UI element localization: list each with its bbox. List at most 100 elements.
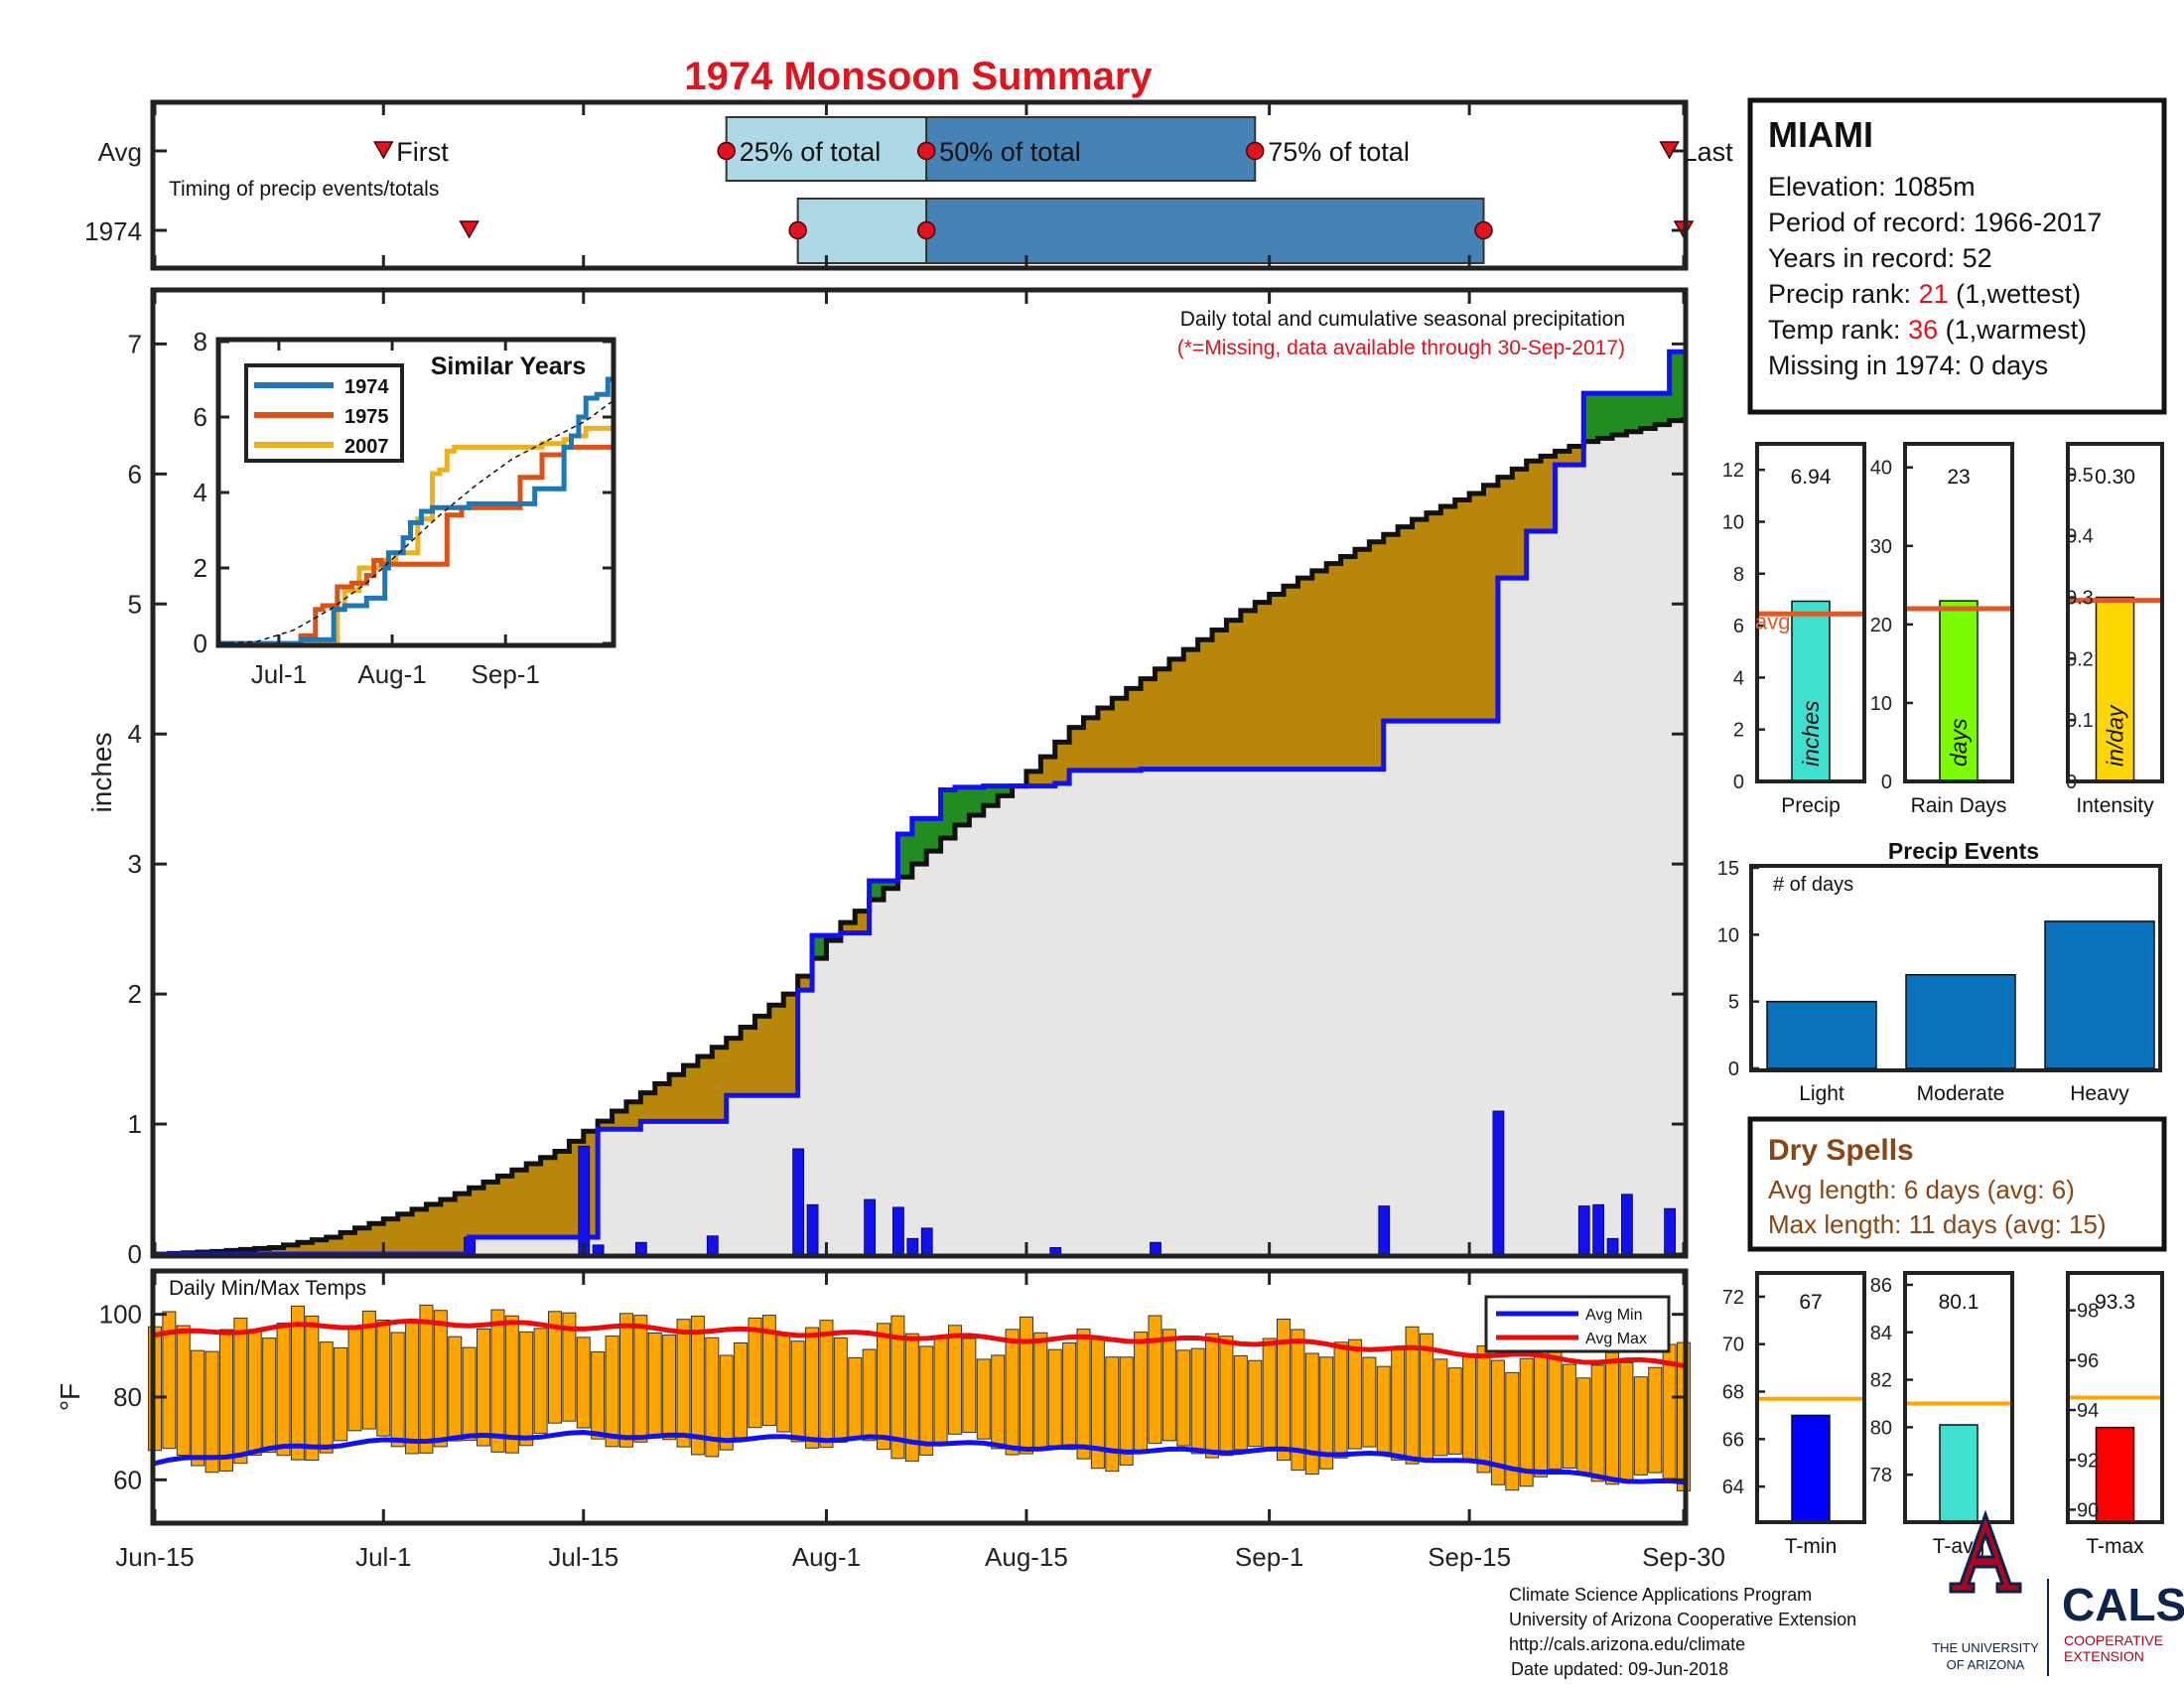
- avg-first-marker: [372, 141, 394, 160]
- daily-temp-bar: [776, 1333, 791, 1433]
- daily-temp-bar: [947, 1325, 962, 1435]
- precip-value: 6.94: [1791, 466, 1832, 489]
- temp-legend-box: [1484, 1295, 1671, 1353]
- main-ytick-label: 7: [128, 329, 142, 358]
- below-average-fill: [1412, 519, 1428, 722]
- daily-temp-bar: [790, 1340, 805, 1443]
- events-ytick-label: 0: [1728, 1058, 1739, 1080]
- q75-label: 75% of total: [1268, 137, 1410, 167]
- precip-panel-frame: [1755, 442, 1866, 783]
- daily-temp-bar: [1490, 1359, 1505, 1485]
- below-average-fill: [469, 1188, 484, 1237]
- legend-label-avg-min: Avg Min: [1585, 1307, 1643, 1324]
- intensity-value: 0.30: [2095, 466, 2135, 489]
- daily-temp-bar: [390, 1332, 405, 1448]
- intensity-ytick-label: 0.1: [2066, 710, 2094, 732]
- below-average-fill: [1398, 526, 1414, 722]
- block-a-icon: [1949, 1509, 2022, 1594]
- daily-temp-bar: [1205, 1333, 1220, 1459]
- university-of-arizona-logo: THE UNIVERSITY OF ARIZONA CALS COOPERATI…: [1932, 1509, 2184, 1676]
- daily-temp-bar: [1519, 1357, 1534, 1487]
- above-average-fill: [1597, 393, 1613, 439]
- main-frame: [150, 287, 1689, 1259]
- below-average-fill: [855, 911, 871, 933]
- intensity-ytick-label: 0.5: [2066, 465, 2094, 487]
- inset-ytick-label: 0: [194, 629, 207, 658]
- below-average-fill: [1497, 477, 1513, 579]
- below-average-fill: [1541, 456, 1557, 531]
- coop-text-2: EXTENSION: [2064, 1648, 2144, 1664]
- below-average-fill: [511, 1170, 527, 1237]
- below-average-fill: [397, 1213, 413, 1254]
- daily-temp-bar: [1605, 1351, 1620, 1485]
- daily-temp-bar: [805, 1327, 820, 1449]
- precip-bar: [1791, 600, 1831, 782]
- precip-ytick-label: 6: [1733, 616, 1744, 637]
- daily-temp-bar: [618, 1313, 633, 1448]
- daily-temp-bar: [833, 1337, 848, 1443]
- daily-temp-bar: [605, 1336, 619, 1448]
- daily-temp-bar: [976, 1358, 991, 1440]
- daily-temp-bar: [1134, 1332, 1149, 1455]
- daily-precip-bar: [1049, 1247, 1062, 1255]
- below-average-fill: [598, 1121, 614, 1130]
- precip-events-chart: Precip Events Light Moderate Heavy 0 5 10 15 #…: [1717, 838, 2162, 1105]
- daily-temp-bar: [319, 1341, 334, 1454]
- daily-temp-bar: [991, 1354, 1006, 1450]
- daily-precip-bar: [920, 1227, 933, 1255]
- daily-temp-bar: [1391, 1347, 1406, 1461]
- above-average-fill: [869, 881, 885, 901]
- daily-temp-bar: [591, 1351, 606, 1440]
- precip-rank-value: 21: [1919, 279, 1949, 309]
- tmin-ytick-label: 72: [1722, 1287, 1744, 1309]
- daily-temp-bar: [719, 1354, 734, 1451]
- inset-xtick-label: Jul-1: [251, 659, 307, 689]
- tavg-bar: [1939, 1424, 1979, 1523]
- days-ytick-label: 20: [1870, 615, 1892, 636]
- below-average-fill: [1440, 506, 1456, 722]
- daily-temp-bar: [1005, 1329, 1020, 1456]
- below-average-fill: [1469, 492, 1485, 722]
- first-label: First: [396, 137, 449, 167]
- daily-temp-bar: [962, 1337, 977, 1434]
- ua-text-2: OF ARIZONA: [1947, 1657, 2025, 1672]
- seasonal-stat-panels: 6.94 inches Precip 0 2 4 6 8 10 12 avg 23 days Rain D…: [1722, 442, 2164, 817]
- year-q25-marker: [788, 220, 807, 240]
- inset-xtick-label: Sep-1: [472, 659, 540, 689]
- x-tick-label: Sep-15: [1428, 1542, 1511, 1572]
- daily-temp-bar: [433, 1310, 448, 1448]
- below-average-fill: [540, 1157, 556, 1237]
- days-ytick-label: 30: [1870, 536, 1892, 558]
- daily-temp-bar: [761, 1315, 776, 1427]
- below-average-fill: [1183, 649, 1199, 770]
- dry-spells-box: Dry Spells Avg length: 6 days (avg: 6) M…: [1747, 1116, 2167, 1252]
- inset-line-2007: [220, 425, 612, 646]
- below-average-fill: [1255, 602, 1271, 770]
- below-average-fill: [640, 1092, 656, 1122]
- precip-ytick-label: 4: [1733, 667, 1744, 689]
- main-ytick-label: 3: [128, 849, 142, 879]
- above-average-fill: [983, 785, 999, 806]
- daily-temp-bar: [547, 1311, 562, 1424]
- daily-temp-bar: [262, 1337, 277, 1454]
- below-average-fill: [254, 1248, 270, 1254]
- x-tick-label: Aug-15: [985, 1542, 1068, 1572]
- above-average-fill: [884, 881, 899, 889]
- year-q50-marker: [916, 220, 936, 240]
- daily-temp-bar: [690, 1316, 705, 1456]
- daily-temp-bar: [276, 1323, 291, 1457]
- daily-precip-bar: [706, 1235, 719, 1255]
- tmax-value: 93.3: [2095, 1291, 2135, 1314]
- tmin-panel-frame: [1755, 1271, 1866, 1524]
- main-ytick-label: 0: [128, 1239, 142, 1269]
- daily-temp-bar: [247, 1329, 262, 1457]
- precip-ytick-label: 8: [1733, 564, 1744, 586]
- daily-temp-bar: [218, 1329, 233, 1472]
- daily-temp-bar: [562, 1312, 577, 1422]
- daily-precip-bar: [1150, 1241, 1161, 1255]
- q25-label: 25% of total: [740, 137, 882, 167]
- below-average-fill: [1483, 485, 1499, 722]
- below-average-fill: [612, 1110, 627, 1130]
- above-average-fill: [1583, 393, 1599, 442]
